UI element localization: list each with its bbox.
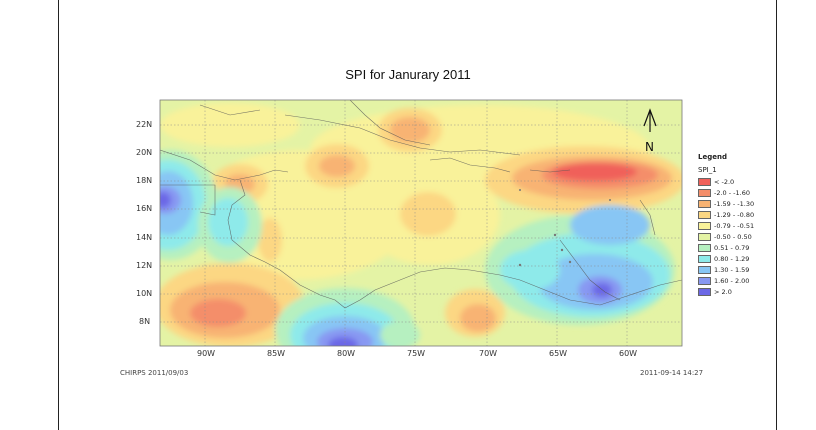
legend-label: 1.60 - 2.00 xyxy=(714,276,750,285)
legend-swatch xyxy=(698,287,711,296)
legend-items: < -2.0 -2.0 - -1.60 -1.59 - -1.30 -1.29 - -… xyxy=(698,176,754,297)
lon-label: 60W xyxy=(619,349,638,358)
lat-label: 10N xyxy=(136,289,153,298)
page-border-right xyxy=(776,0,777,430)
lat-label: 8N xyxy=(139,317,151,326)
legend-label: 1.30 - 1.59 xyxy=(714,265,750,274)
lon-label: 85W xyxy=(267,349,286,358)
page-title: SPI for Janurary 2011 xyxy=(345,67,471,82)
legend-label: 0.51 - 0.79 xyxy=(714,243,750,252)
legend-swatch xyxy=(698,199,711,208)
legend-label: -0.50 - 0.50 xyxy=(714,232,752,241)
legend-swatch xyxy=(698,265,711,274)
legend-label: -2.0 - -1.60 xyxy=(714,188,750,197)
lat-label: 16N xyxy=(136,204,153,213)
legend-label: -1.29 - -0.80 xyxy=(714,210,755,219)
legend-item: 1.30 - 1.59 xyxy=(698,264,754,275)
north-arrow-label: N xyxy=(645,140,654,154)
lon-label: 80W xyxy=(337,349,356,358)
legend-label: < -2.0 xyxy=(714,177,735,186)
legend-item: -0.50 - 0.50 xyxy=(698,231,754,242)
coastlines xyxy=(160,100,682,309)
legend-swatch xyxy=(698,243,711,252)
legend-swatch xyxy=(698,177,711,186)
lat-label: 14N xyxy=(136,233,153,242)
lat-label: 20N xyxy=(136,148,153,157)
legend-item: -1.29 - -0.80 xyxy=(698,209,754,220)
lon-label: 90W xyxy=(197,349,216,358)
legend-swatch xyxy=(698,210,711,219)
footer-timestamp: 2011-09-14 14:27 xyxy=(640,369,704,377)
legend-item: -2.0 - -1.60 xyxy=(698,187,754,198)
lat-label: 22N xyxy=(136,120,153,129)
legend-item: -1.59 - -1.30 xyxy=(698,198,754,209)
legend-item: 0.80 - 1.29 xyxy=(698,253,754,264)
lon-label: 70W xyxy=(479,349,498,358)
lon-label: 75W xyxy=(407,349,426,358)
legend-field-name: SPI_1 xyxy=(698,166,717,174)
north-arrow-icon xyxy=(643,108,657,132)
legend-title: Legend xyxy=(698,153,727,161)
legend-swatch xyxy=(698,188,711,197)
legend-label: -0.79 - -0.51 xyxy=(714,221,755,230)
legend-item: < -2.0 xyxy=(698,176,754,187)
legend-label: > 2.0 xyxy=(714,287,732,296)
legend-item: -0.79 - -0.51 xyxy=(698,220,754,231)
legend: Legend SPI_1 < -2.0 -2.0 - -1.60 -1.59 - -… xyxy=(698,153,754,297)
legend-swatch xyxy=(698,232,711,241)
legend-label: -1.59 - -1.30 xyxy=(714,199,755,208)
lat-label: 18N xyxy=(136,176,153,185)
lat-label: 12N xyxy=(136,261,153,270)
footer-source: CHIRPS 2011/09/03 xyxy=(120,369,189,377)
legend-item: 1.60 - 2.00 xyxy=(698,275,754,286)
legend-swatch xyxy=(698,276,711,285)
spi-field xyxy=(160,100,682,346)
legend-swatch xyxy=(698,254,711,263)
legend-item: > 2.0 xyxy=(698,286,754,297)
legend-item: 0.51 - 0.79 xyxy=(698,242,754,253)
map-frame xyxy=(159,99,683,347)
legend-label: 0.80 - 1.29 xyxy=(714,254,750,263)
lon-label: 65W xyxy=(549,349,568,358)
legend-swatch xyxy=(698,221,711,230)
page-border-left xyxy=(58,0,59,430)
